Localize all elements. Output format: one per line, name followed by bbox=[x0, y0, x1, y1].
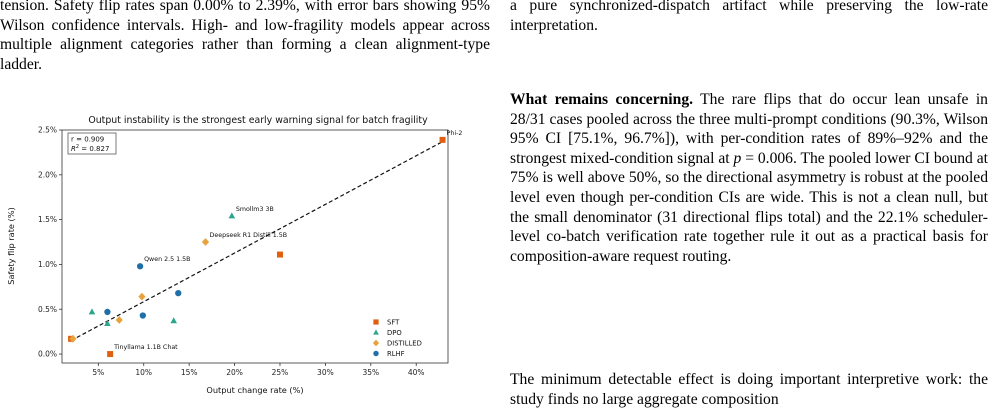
chart-title: Output instability is the strongest earl… bbox=[88, 115, 428, 126]
legend-marker-sft bbox=[373, 319, 379, 325]
point-annotation: Qwen 2.5 1.5B bbox=[144, 256, 190, 263]
point-annotation: Phi-2 bbox=[447, 130, 463, 137]
body-paragraph-top: a pure synchronized-dispatch artifact wh… bbox=[510, 0, 988, 34]
data-point-sft bbox=[276, 251, 283, 258]
data-point-dpo bbox=[228, 212, 236, 219]
section-text-b: . The pooled lower CI bound at 75% is we… bbox=[510, 149, 988, 265]
x-tick-label: 35% bbox=[362, 368, 379, 377]
p-value: = 0.006 bbox=[745, 149, 793, 167]
point-annotation: Tinyllama 1.1B Chat bbox=[113, 344, 178, 351]
x-tick-label: 20% bbox=[226, 368, 243, 377]
x-tick-label: 15% bbox=[181, 368, 198, 377]
data-point-dpo bbox=[104, 319, 111, 326]
data-point-distilled bbox=[138, 292, 146, 301]
x-tick-label: 5% bbox=[92, 368, 104, 377]
x-tick-label: 25% bbox=[272, 368, 289, 377]
section-heading: What remains concerning. bbox=[510, 91, 694, 108]
legend-marker-distilled bbox=[372, 339, 380, 347]
stats-box bbox=[67, 132, 117, 155]
legend-label: DISTILLED bbox=[387, 340, 422, 348]
y-tick-label: 1.0% bbox=[38, 260, 57, 269]
legend-label: SFT bbox=[387, 319, 400, 327]
y-tick-label: 2.0% bbox=[38, 170, 57, 179]
data-point-dpo bbox=[88, 308, 96, 315]
scatter-chart: Output instability is the strongest earl… bbox=[6, 115, 463, 395]
point-annotation: Smollm3 3B bbox=[236, 206, 274, 213]
stat-r: r = 0.909 bbox=[71, 136, 104, 144]
section-paragraph: What remains concerning. The rare flips … bbox=[510, 90, 988, 266]
data-point-dpo bbox=[170, 317, 178, 324]
regression-line bbox=[70, 141, 443, 342]
p-symbol: p bbox=[733, 149, 742, 167]
body-paragraph-bottom: The minimum detectable effect is doing i… bbox=[510, 371, 988, 408]
figure-caption-continuation: tension. Safety flip rates span 0.00% to… bbox=[0, 0, 490, 73]
y-tick-label: 0.5% bbox=[38, 305, 57, 314]
data-point-distilled bbox=[69, 334, 77, 343]
legend-label: RLHF bbox=[387, 350, 405, 358]
x-tick-label: 40% bbox=[408, 368, 425, 377]
point-annotation: Deepseek R1 Distill 1.5B bbox=[210, 232, 288, 239]
section-text-a: The rare flips that do occur lean unsafe… bbox=[510, 91, 988, 167]
y-tick-label: 2.5% bbox=[38, 126, 57, 135]
x-axis-label: Output change rate (%) bbox=[206, 385, 303, 395]
data-point-sft bbox=[107, 351, 114, 358]
x-tick-label: 30% bbox=[317, 368, 334, 377]
legend-marker-rlhf bbox=[373, 350, 379, 357]
legend-label: DPO bbox=[387, 329, 402, 337]
y-tick-label: 0.0% bbox=[38, 350, 57, 359]
y-tick-label: 1.5% bbox=[38, 215, 57, 224]
plot-frame bbox=[61, 129, 449, 364]
data-point-distilled bbox=[201, 238, 210, 246]
stat-r-squared: R2 = 0.827 bbox=[71, 144, 109, 153]
data-point-rlhf bbox=[175, 289, 182, 297]
data-point-rlhf bbox=[136, 263, 144, 270]
data-point-rlhf bbox=[104, 308, 111, 316]
legend-marker-dpo bbox=[373, 329, 379, 335]
data-point-sft bbox=[439, 136, 446, 143]
data-point-rlhf bbox=[139, 312, 146, 319]
x-tick-label: 10% bbox=[135, 368, 152, 377]
data-point-distilled bbox=[115, 316, 123, 324]
y-axis-label: Safety flip rate (%) bbox=[6, 207, 16, 284]
